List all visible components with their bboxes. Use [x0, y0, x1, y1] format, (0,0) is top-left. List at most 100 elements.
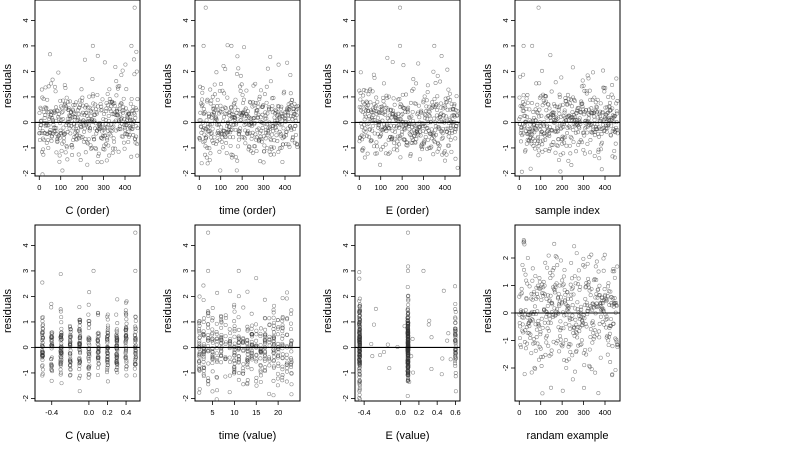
data-point: [527, 127, 532, 132]
data-point: [201, 374, 206, 379]
data-point: [197, 368, 202, 373]
data-point: [569, 317, 574, 321]
data-point: [276, 363, 281, 368]
data-point: [597, 111, 602, 116]
data-point: [401, 119, 406, 124]
scatter-points: [197, 5, 300, 173]
data-point: [207, 158, 212, 163]
y-axis-label: residuals: [162, 288, 174, 333]
data-point: [405, 230, 410, 235]
data-point: [271, 335, 276, 340]
data-point: [582, 363, 587, 368]
data-point: [68, 342, 73, 346]
data-point: [581, 83, 586, 88]
plot-frame: [194, 0, 301, 177]
data-point: [103, 117, 108, 122]
data-point: [114, 346, 119, 351]
data-point: [215, 139, 220, 144]
x-tick-label: 0: [357, 183, 361, 192]
data-point: [105, 323, 110, 328]
data-point: [358, 341, 362, 346]
data-point: [58, 358, 63, 363]
data-point: [256, 115, 260, 120]
data-point: [540, 325, 545, 330]
data-point: [219, 319, 224, 324]
data-point: [280, 364, 285, 369]
y-tick-label: 0: [21, 120, 30, 124]
data-point: [281, 134, 286, 139]
data-point: [582, 133, 587, 138]
data-point: [537, 279, 542, 284]
data-point: [536, 153, 541, 158]
data-point: [40, 319, 45, 324]
data-point: [267, 356, 272, 361]
data-point: [280, 346, 285, 351]
data-point: [614, 101, 619, 106]
data-point: [201, 350, 206, 355]
x-tick-label: 200: [236, 183, 249, 192]
data-point: [409, 114, 414, 119]
data-point: [357, 396, 362, 400]
y-tick-label: 0: [341, 345, 350, 349]
y-tick-label: -1: [181, 145, 190, 152]
data-point: [86, 325, 91, 330]
data-point: [429, 366, 434, 371]
data-point: [396, 142, 401, 147]
data-point: [446, 134, 451, 139]
data-point: [438, 101, 443, 106]
data-point: [592, 334, 597, 339]
data-point: [254, 375, 259, 380]
data-point: [90, 145, 94, 150]
data-point: [243, 106, 248, 111]
data-point: [396, 123, 401, 127]
data-point: [582, 88, 587, 93]
data-point: [59, 334, 64, 339]
data-point: [84, 103, 89, 108]
data-point: [535, 135, 540, 140]
data-point: [370, 110, 375, 115]
data-point: [446, 331, 451, 336]
data-point: [258, 326, 263, 331]
data-point: [244, 88, 249, 93]
data-point: [285, 317, 290, 322]
data-point: [584, 108, 589, 113]
data-point: [117, 107, 122, 112]
data-point: [561, 282, 566, 287]
data-point: [258, 159, 263, 164]
data-point: [203, 5, 208, 10]
data-point: [101, 117, 106, 122]
data-point: [534, 327, 539, 332]
data-point: [555, 143, 560, 148]
data-point: [115, 109, 120, 114]
data-point: [61, 98, 66, 103]
data-point: [289, 114, 293, 119]
data-point: [406, 369, 411, 374]
data-point: [235, 158, 240, 163]
data-point: [438, 105, 443, 110]
data-point: [613, 114, 618, 118]
data-point: [271, 359, 276, 364]
data-point: [372, 131, 377, 136]
data-point: [267, 340, 272, 345]
data-point: [558, 334, 562, 339]
data-point: [357, 276, 362, 281]
data-point: [385, 55, 390, 60]
data-point: [549, 352, 554, 357]
data-point: [289, 339, 294, 344]
data-point: [370, 89, 375, 94]
data-point: [360, 148, 365, 153]
data-point: [542, 283, 547, 288]
data-point: [605, 297, 610, 302]
data-point: [83, 150, 88, 155]
data-point: [271, 364, 276, 369]
data-point: [60, 117, 65, 121]
data-point: [256, 126, 261, 131]
data-point: [268, 126, 272, 131]
data-point: [119, 72, 124, 77]
data-point: [550, 302, 555, 307]
data-point: [254, 328, 259, 333]
data-point: [77, 327, 82, 332]
data-point: [262, 315, 267, 320]
data-point: [552, 102, 556, 107]
